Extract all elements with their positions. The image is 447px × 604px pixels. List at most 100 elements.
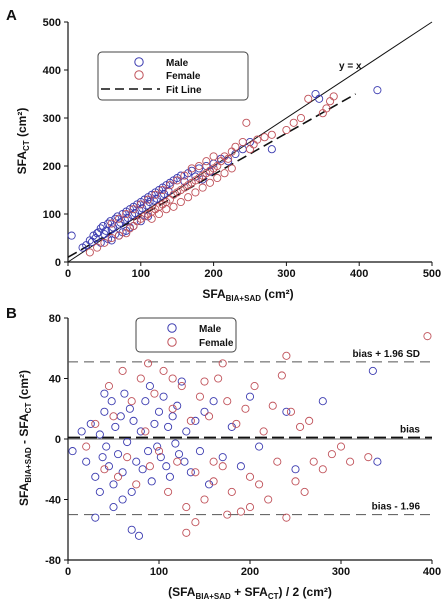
panel-a-point-female	[173, 176, 182, 185]
panel-a-point-male	[145, 197, 154, 207]
panel-b-point-male	[100, 407, 109, 416]
panel-b-point-female	[214, 374, 223, 383]
panel-a-point-male	[67, 231, 76, 240]
panel-b-point-female	[309, 457, 318, 466]
panel-a-point-male	[107, 236, 116, 245]
panel-b-point-male	[164, 422, 173, 431]
panel-b-legend-female-marker	[167, 337, 177, 347]
panel-b-point-male	[95, 430, 104, 439]
panel-b-point-female	[145, 462, 154, 471]
panel-a-point-female	[220, 169, 229, 178]
panel-b-point-male	[98, 453, 107, 462]
panel-a-y-tick-label: 200	[43, 161, 61, 173]
panel-a-x-tick-label: 300	[277, 268, 295, 280]
panel-b-point-male	[171, 439, 180, 448]
panel-b-point-male	[77, 427, 86, 436]
panel-a-point-female	[85, 248, 94, 257]
panel-b-point-female	[164, 487, 173, 496]
panel-a-point-female	[231, 142, 240, 151]
panel-b-point-female	[264, 495, 273, 504]
panel-a-y-tick-label: 0	[55, 257, 61, 269]
panel-b-point-male	[132, 457, 141, 466]
panel-b-point-female	[82, 442, 91, 451]
panel-a-point-male	[123, 213, 132, 222]
panel-b-point-male	[109, 503, 118, 512]
panel-a-point-male	[373, 86, 382, 95]
panel-a-point-male	[138, 204, 147, 213]
panel-b-point-female	[168, 374, 177, 383]
panel-b-point-female	[200, 495, 209, 504]
panel-a-point-male	[160, 189, 169, 198]
panel-b-point-male	[91, 472, 100, 481]
panel-a-point-female	[144, 195, 153, 204]
panel-b-legend: Male Female	[135, 317, 237, 353]
panel-a-point-male	[267, 145, 276, 154]
panel-b-point-female	[259, 427, 268, 436]
panel-b-point-female	[236, 507, 245, 516]
panel-b-y-tick-label: 40	[49, 374, 61, 386]
panel-a-point-female	[114, 231, 124, 240]
panel-b-point-male	[245, 392, 255, 401]
panel-b-point-male	[227, 422, 236, 431]
panel-b-point-female	[191, 518, 200, 527]
panel-b-point-female	[241, 404, 250, 413]
panel-b-point-male	[120, 389, 129, 398]
panel-a-point-female	[224, 154, 233, 163]
panel-b-point-female	[268, 401, 277, 410]
panel-a-point-female	[165, 181, 174, 190]
panel-b-point-female	[141, 427, 150, 436]
panel-a-point-female	[93, 243, 102, 252]
panel-b-point-male	[145, 382, 154, 391]
panel-b-point-female	[318, 465, 327, 474]
panel-a-point-female	[260, 133, 269, 142]
panel-a-y-axis-title: SFACT (cm²)	[15, 108, 31, 175]
panel-b-point-male	[162, 462, 171, 471]
panel-a-point-female	[245, 145, 255, 154]
panel-b-point-female	[209, 477, 218, 486]
panel-b-point-female	[195, 392, 204, 401]
panel-b-point-female	[291, 477, 300, 486]
panel-b-point-female	[154, 447, 164, 456]
panel-b-ref-label-1: bias	[400, 424, 420, 435]
panel-a-point-female	[329, 92, 338, 101]
panel-b-point-female	[191, 468, 200, 477]
panel-b-point-female	[132, 480, 141, 489]
panel-b-point-female	[336, 442, 346, 451]
panel-a-point-female	[209, 152, 218, 161]
panel-a-point-female	[242, 118, 251, 127]
panel-b-point-female	[100, 465, 109, 474]
panel-b-point-male	[186, 468, 195, 477]
panel-a-point-male	[116, 218, 125, 227]
panel-b-point-female	[127, 397, 136, 406]
panel-b-point-male	[153, 442, 162, 451]
panel-b-x-tick-label: 400	[423, 566, 441, 578]
panel-a-point-male	[96, 224, 105, 233]
panel-b-point-male	[255, 442, 264, 451]
panel-b-point-male	[168, 412, 177, 421]
panel-b-y-tick-label: 0	[55, 434, 61, 446]
panel-b-y-tick-label: -40	[45, 495, 61, 507]
panel-b-point-female	[282, 513, 291, 522]
panel-a-point-male	[311, 89, 320, 99]
panel-a-point-female	[322, 104, 331, 113]
panel-b-point-male	[165, 472, 174, 481]
panel-b-point-female	[182, 503, 191, 512]
panel-b-point-female	[232, 419, 241, 428]
panel-a-point-female	[304, 94, 313, 103]
panel-b-point-male	[136, 427, 145, 436]
panel-b-point-male	[86, 419, 95, 428]
panel-a-point-female	[194, 161, 204, 171]
panel-a-point-female	[154, 209, 164, 219]
panel-b-point-male	[150, 419, 159, 428]
panel-b-point-female	[218, 462, 227, 471]
panel-a-point-female	[162, 205, 171, 214]
panel-b-point-male	[138, 465, 147, 474]
panel-b-point-male	[127, 525, 136, 534]
panel-b-point-female	[245, 472, 255, 481]
panel-b-point-male	[368, 366, 377, 375]
panel-a-legend-female-label: Female	[166, 71, 201, 82]
panel-b-point-female	[327, 450, 336, 459]
panel-b-point-male	[141, 397, 150, 406]
panel-a-y-tick-label: 400	[43, 65, 61, 77]
